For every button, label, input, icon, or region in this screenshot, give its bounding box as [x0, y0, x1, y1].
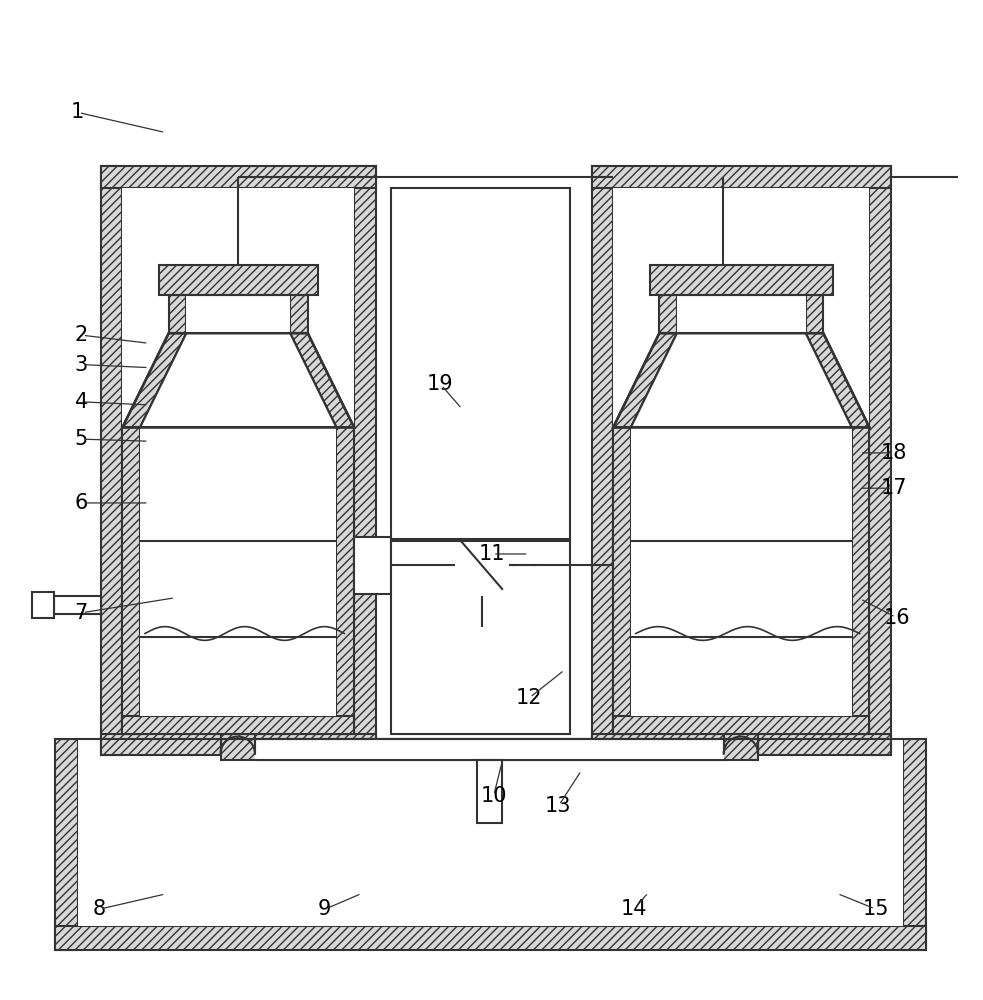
Polygon shape: [141, 333, 336, 427]
Bar: [660, 295, 677, 333]
Bar: [592, 166, 891, 188]
Bar: [631, 427, 851, 716]
Bar: [391, 188, 570, 539]
Bar: [169, 295, 187, 333]
Text: 1: 1: [71, 102, 84, 122]
Bar: [851, 427, 869, 734]
Bar: [123, 188, 354, 734]
Bar: [55, 739, 79, 950]
Bar: [902, 739, 926, 950]
Bar: [354, 166, 376, 755]
Text: 2: 2: [75, 325, 87, 345]
Bar: [391, 541, 570, 734]
Bar: [613, 716, 869, 734]
Text: 10: 10: [481, 786, 506, 806]
Text: 7: 7: [75, 603, 87, 623]
Text: 18: 18: [881, 443, 907, 463]
Bar: [159, 265, 318, 295]
Bar: [32, 592, 54, 618]
Bar: [141, 427, 336, 716]
Bar: [255, 739, 723, 760]
Bar: [220, 739, 758, 760]
Text: 5: 5: [75, 429, 87, 449]
Text: 16: 16: [884, 608, 910, 628]
Text: 8: 8: [92, 899, 105, 919]
Bar: [650, 265, 834, 295]
Bar: [101, 734, 376, 755]
Bar: [79, 739, 902, 926]
Text: 12: 12: [515, 688, 542, 708]
Bar: [55, 926, 926, 950]
Bar: [354, 537, 391, 594]
Text: 9: 9: [318, 899, 331, 919]
Bar: [677, 295, 806, 333]
Text: 17: 17: [881, 478, 907, 498]
Bar: [101, 166, 376, 188]
Bar: [592, 166, 613, 755]
Text: 19: 19: [428, 374, 454, 394]
Text: 13: 13: [545, 796, 571, 816]
Polygon shape: [806, 333, 869, 427]
Bar: [592, 734, 891, 755]
Polygon shape: [290, 333, 354, 427]
Polygon shape: [123, 333, 187, 427]
Bar: [54, 596, 101, 614]
Text: 4: 4: [75, 392, 87, 412]
Bar: [613, 427, 631, 734]
Bar: [477, 760, 501, 823]
Bar: [290, 295, 308, 333]
Bar: [336, 427, 354, 734]
Text: 3: 3: [75, 355, 87, 375]
Text: 14: 14: [620, 899, 647, 919]
Bar: [455, 535, 508, 596]
Text: 15: 15: [863, 899, 890, 919]
Bar: [123, 427, 141, 734]
Bar: [474, 517, 490, 535]
Text: 6: 6: [75, 493, 87, 513]
Polygon shape: [613, 333, 677, 427]
Bar: [123, 716, 354, 734]
Bar: [613, 188, 869, 734]
Bar: [806, 295, 824, 333]
Bar: [869, 166, 891, 755]
Bar: [101, 166, 123, 755]
Text: 11: 11: [479, 544, 504, 564]
Bar: [187, 295, 290, 333]
Polygon shape: [631, 333, 851, 427]
